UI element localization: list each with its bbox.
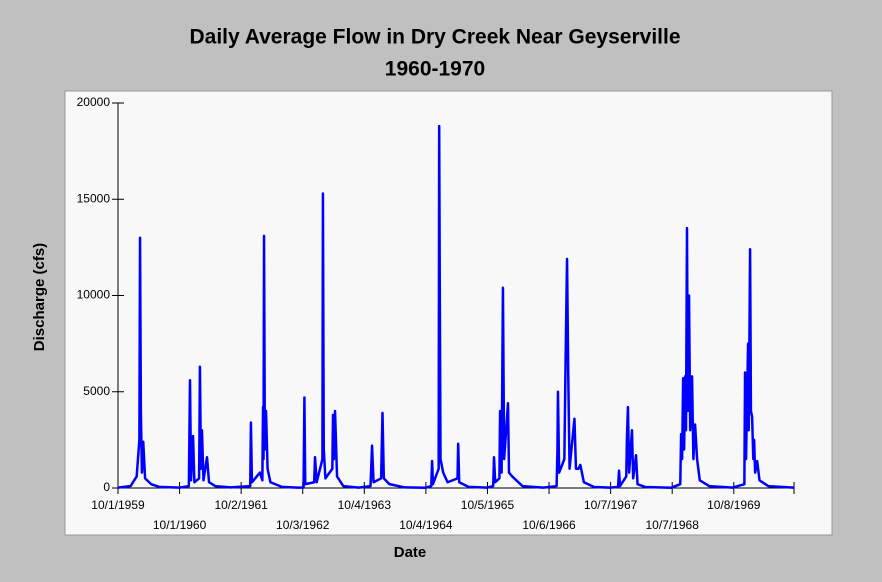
x-tick-label: 10/8/1969 — [707, 498, 761, 512]
x-tick-label: 10/7/1968 — [645, 518, 699, 532]
x-tick-label: 10/1/1959 — [91, 498, 145, 512]
y-tick-label: 10000 — [77, 288, 111, 302]
plot-area — [64, 90, 833, 536]
y-tick-label: 0 — [103, 480, 110, 494]
x-tick-label: 10/6/1966 — [522, 518, 576, 532]
y-tick-label: 5000 — [83, 384, 110, 398]
x-tick-label: 10/3/1962 — [276, 518, 330, 532]
x-tick-label: 10/4/1964 — [399, 518, 453, 532]
x-tick-label: 10/5/1965 — [461, 498, 515, 512]
y-axis-label: Discharge (cfs) — [31, 243, 48, 351]
x-tick-label: 10/4/1963 — [338, 498, 392, 512]
chart-title: Daily Average Flow in Dry Creek Near Gey… — [189, 26, 680, 49]
x-tick-label: 10/1/1960 — [153, 518, 207, 532]
y-tick-label: 15000 — [77, 191, 111, 205]
flow-line — [117, 124, 794, 489]
chart-subtitle: 1960-1970 — [385, 58, 485, 81]
x-tick-label: 10/2/1961 — [214, 498, 268, 512]
x-axis-label: Date — [394, 544, 427, 561]
x-tick-label: 10/7/1967 — [584, 498, 638, 512]
y-tick-label: 20000 — [77, 95, 111, 109]
